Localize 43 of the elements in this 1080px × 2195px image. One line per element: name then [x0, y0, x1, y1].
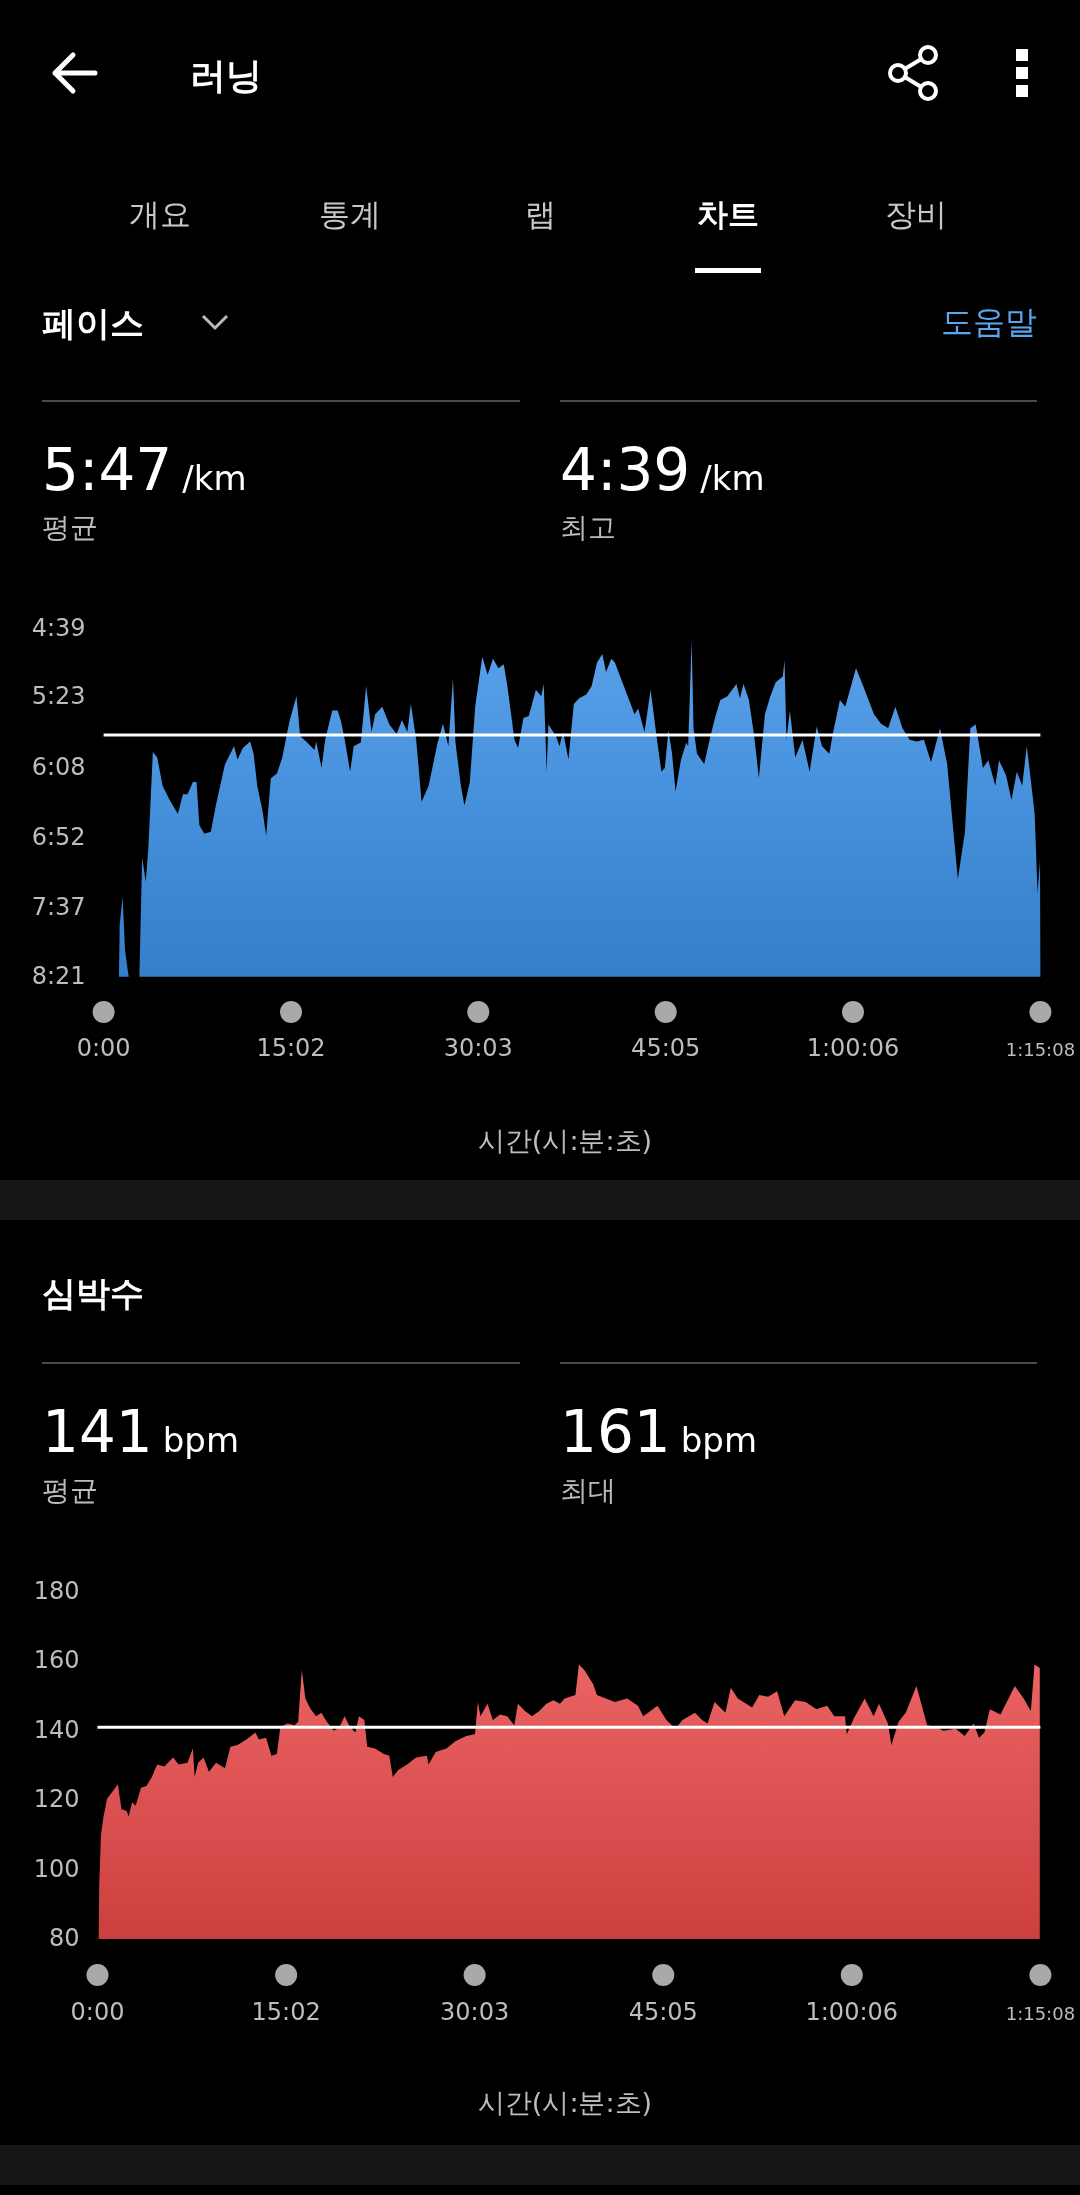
x-axis-title: 시간(시:분:초) [477, 1125, 653, 1156]
x-tick-label: 45:05 [628, 1998, 698, 2026]
x-tick-label: 1:15:08 [1005, 1039, 1076, 1060]
y-tick-label: 160 [33, 1646, 80, 1675]
text: 통계 [319, 196, 381, 232]
x-tick-label: 15:02 [256, 1034, 326, 1062]
text: 4:39 /km [560, 436, 765, 504]
text: 평균 [42, 1474, 98, 1507]
text: 최대 [560, 1474, 616, 1507]
x-tick-label: 45:05 [631, 1034, 701, 1062]
x-tick-label: 0:00 [70, 1998, 125, 2026]
text: 러닝 [190, 55, 262, 96]
text: 161 bpm [560, 1398, 758, 1466]
y-tick-label: 80 [48, 1924, 80, 1952]
y-tick-label: 7:37 [31, 893, 86, 922]
y-tick-label: 180 [33, 1577, 80, 1605]
y-tick-label: 6:52 [31, 822, 86, 851]
text: 개요 [129, 196, 191, 232]
chart-title: 페이스 [42, 303, 144, 343]
y-tick-label: 6:08 [31, 752, 86, 781]
y-tick-label: 100 [33, 1854, 80, 1883]
y-tick-label: 5:23 [31, 682, 86, 711]
text: 평균 [42, 511, 98, 544]
x-tick-label: 30:03 [440, 1998, 510, 2026]
text: 도움말 [941, 303, 1037, 341]
x-tick-label: 0:00 [76, 1034, 131, 1062]
text: 랩 [524, 196, 556, 232]
text: 최고 [560, 511, 616, 544]
x-axis-title: 시간(시:분:초) [477, 2087, 653, 2118]
x-tick-label: 1:00:06 [806, 1034, 900, 1062]
x-tick-label: 1:00:06 [805, 1998, 899, 2026]
text: 141 bpm [42, 1398, 240, 1466]
y-tick-label: 140 [33, 1715, 80, 1744]
text: 장비 [885, 196, 947, 232]
y-tick-label: 4:39 [31, 613, 86, 642]
x-tick-label: 1:15:08 [1005, 2003, 1076, 2024]
y-tick-label: 8:21 [31, 961, 86, 990]
text: 차트 [697, 196, 759, 232]
chart-title: 심박수 [42, 1273, 144, 1313]
x-tick-label: 30:03 [443, 1034, 513, 1062]
x-tick-label: 15:02 [251, 1998, 321, 2026]
y-tick-label: 120 [33, 1785, 80, 1814]
text: 5:47 /km [42, 436, 247, 504]
